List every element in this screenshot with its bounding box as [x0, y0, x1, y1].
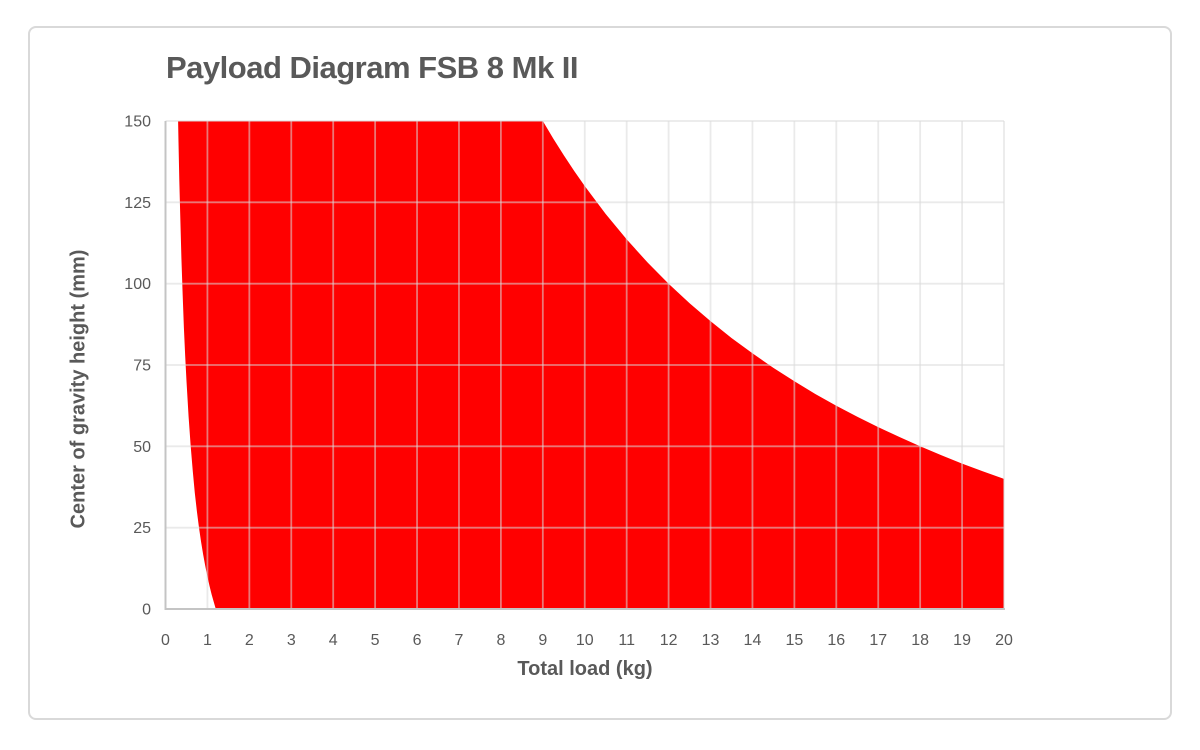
plot-area: 0 1 2 3 4 5 6 7 8 9 10 11 12 13 14 15 16 17 18 19 2002550751… — [124, 114, 1013, 650]
chart-container: Payload Diagram FSB 8 Mk II Center of gr… — [28, 26, 1172, 720]
x-tick-label: 20 — [995, 632, 1013, 649]
x-tick-label: 2 — [245, 632, 254, 649]
chart-title: Payload Diagram FSB 8 Mk II — [166, 50, 579, 85]
x-tick-label: 1 — [203, 632, 212, 649]
x-tick-label: 16 — [827, 632, 845, 649]
x-tick-label: 14 — [744, 632, 762, 649]
y-tick-label: 150 — [124, 114, 151, 131]
y-tick-label: 100 — [124, 276, 151, 293]
x-tick-label: 8 — [496, 632, 505, 649]
x-tick-label: 13 — [702, 632, 720, 649]
x-tick-label: 17 — [869, 632, 887, 649]
x-tick-label: 10 — [576, 632, 594, 649]
x-tick-label: 6 — [413, 632, 422, 649]
x-tick-label: 11 — [618, 632, 635, 649]
x-tick-label: 18 — [911, 632, 929, 649]
y-tick-label: 25 — [133, 520, 151, 537]
y-tick-label: 75 — [133, 358, 151, 375]
x-tick-label: 9 — [538, 632, 547, 649]
x-tick-label: 15 — [785, 632, 803, 649]
y-tick-label: 50 — [133, 439, 151, 456]
x-tick-label: 19 — [953, 632, 971, 649]
x-tick-label: 0 — [161, 632, 170, 649]
x-tick-label: 4 — [329, 632, 338, 649]
x-tick-label: 12 — [660, 632, 678, 649]
x-tick-label: 3 — [287, 632, 296, 649]
x-tick-label: 5 — [371, 632, 380, 649]
y-tick-label: 0 — [142, 602, 151, 619]
y-tick-label: 125 — [124, 195, 151, 212]
x-tick-label: 7 — [455, 632, 464, 649]
x-axis-title: Total load (kg) — [517, 658, 653, 680]
